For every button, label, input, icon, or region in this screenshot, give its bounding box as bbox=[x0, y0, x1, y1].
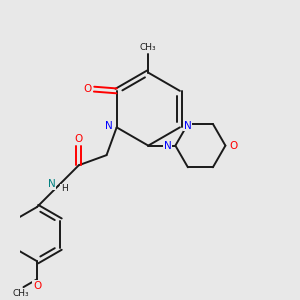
Text: CH₃: CH₃ bbox=[140, 43, 157, 52]
Text: CH₃: CH₃ bbox=[12, 289, 29, 298]
Text: H: H bbox=[61, 184, 68, 194]
Text: O: O bbox=[33, 280, 41, 290]
Text: N: N bbox=[105, 121, 113, 130]
Text: N: N bbox=[164, 141, 172, 151]
Text: O: O bbox=[84, 84, 92, 94]
Text: O: O bbox=[229, 141, 237, 151]
Text: N: N bbox=[184, 121, 191, 130]
Text: O: O bbox=[75, 134, 83, 144]
Text: N: N bbox=[48, 179, 56, 189]
